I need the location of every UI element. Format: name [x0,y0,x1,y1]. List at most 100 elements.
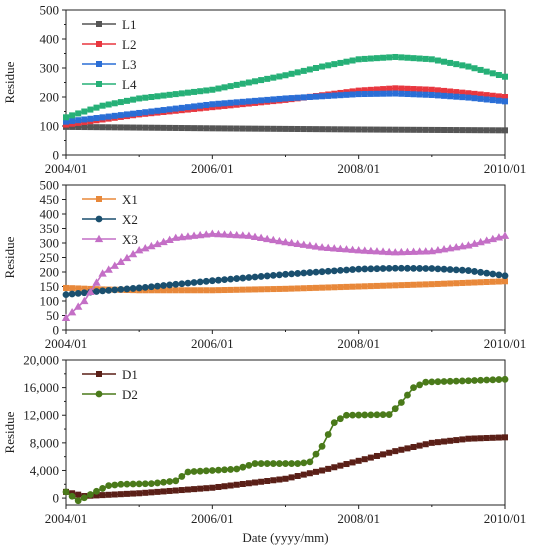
data-point-L3 [495,97,502,104]
data-point-X1 [349,283,356,290]
data-point-D1 [191,486,198,493]
data-point-X2 [184,279,192,287]
data-point-X2 [239,274,247,282]
data-point-X3 [238,231,248,239]
data-point-X3 [177,232,187,241]
data-point-X1 [245,286,252,293]
data-point-L3 [105,113,112,120]
data-point-D2 [160,478,167,486]
data-point-L3 [477,95,484,102]
data-point-L1 [99,124,106,131]
data-point-D1 [386,449,393,456]
data-point-X1 [63,284,69,291]
y-tick-label: 500 [40,178,60,193]
data-point-L3 [367,90,374,97]
data-point-X1 [416,281,423,288]
data-point-L1 [154,124,161,131]
data-point-D1 [270,477,277,484]
data-point-X2 [385,264,393,272]
data-point-L3 [502,98,508,105]
data-point-L4 [489,70,496,77]
data-point-X3 [415,247,424,255]
data-point-D1 [209,484,216,491]
data-point-D2 [215,466,222,474]
data-point-D2 [410,384,417,392]
y-tick-label: 400 [40,32,60,47]
data-point-L1 [105,124,112,131]
data-point-D1 [227,482,234,489]
data-point-X2 [330,267,338,275]
data-point-D2 [446,377,454,385]
data-point-L1 [172,124,179,131]
data-point-D1 [178,487,185,494]
data-point-L4 [410,55,417,62]
data-point-X1 [355,283,362,290]
data-point-L3 [349,91,356,98]
y-tick-label: 20,000 [23,353,59,368]
data-point-X2 [269,271,277,279]
data-point-X1 [270,286,277,293]
data-point-X1 [495,278,502,285]
data-point-L4 [300,67,307,74]
data-point-L2 [380,86,387,93]
data-point-L3 [471,95,478,102]
data-point-X3 [110,261,119,269]
data-point-X1 [215,287,222,294]
data-point-D2 [404,391,411,399]
data-point-X3 [305,241,315,249]
data-point-X2 [349,266,356,273]
data-point-L4 [93,104,100,111]
data-point-X2 [215,276,222,284]
data-point-D1 [160,488,167,495]
data-point-D2 [452,377,460,385]
data-point-D2 [233,465,241,473]
y-tick-label: 50 [46,308,59,323]
data-point-X2 [410,264,417,272]
data-point-X3 [214,229,223,238]
data-point-D1 [398,446,405,453]
data-point-X1 [258,286,265,293]
data-point-L1 [477,127,484,134]
y-tick-label: 0 [53,148,60,163]
data-point-D1 [312,468,319,475]
data-point-L1 [215,125,222,132]
data-point-L4 [87,106,94,113]
data-point-X3 [226,230,235,238]
data-point-L3 [331,92,338,99]
data-point-L2 [471,90,478,97]
y-tick-label: 200 [40,90,60,105]
data-point-D1 [471,435,478,442]
data-point-D1 [361,456,368,463]
data-point-L3 [197,102,204,109]
data-point-L4 [172,91,179,98]
data-point-L3 [215,100,222,107]
data-point-L4 [75,110,82,117]
data-point-X3 [281,237,290,246]
data-point-D2 [312,450,320,458]
data-point-D2 [135,480,143,488]
data-point-L1 [489,127,496,134]
data-point-L1 [117,124,124,131]
data-point-L1 [453,127,460,134]
data-point-L2 [428,86,435,93]
y-tick-label: 200 [40,265,60,280]
data-point-L2 [441,87,448,94]
data-point-L2 [502,94,508,100]
data-point-L4 [343,58,350,65]
data-point-L3 [258,97,265,104]
data-point-X1 [477,279,484,286]
data-point-L3 [227,99,234,106]
data-point-L3 [245,98,252,105]
data-point-D2 [477,376,485,384]
y-tick-label: 350 [40,221,60,236]
data-point-D2 [471,377,478,384]
data-point-X2 [495,271,503,279]
data-point-X1 [75,285,82,292]
data-point-D2 [306,458,314,466]
data-point-X3 [378,247,388,255]
data-point-L4 [422,55,429,62]
y-tick-label: 250 [40,250,60,265]
data-point-X3 [134,246,144,254]
data-point-X2 [251,273,259,281]
data-point-D2 [379,411,387,419]
